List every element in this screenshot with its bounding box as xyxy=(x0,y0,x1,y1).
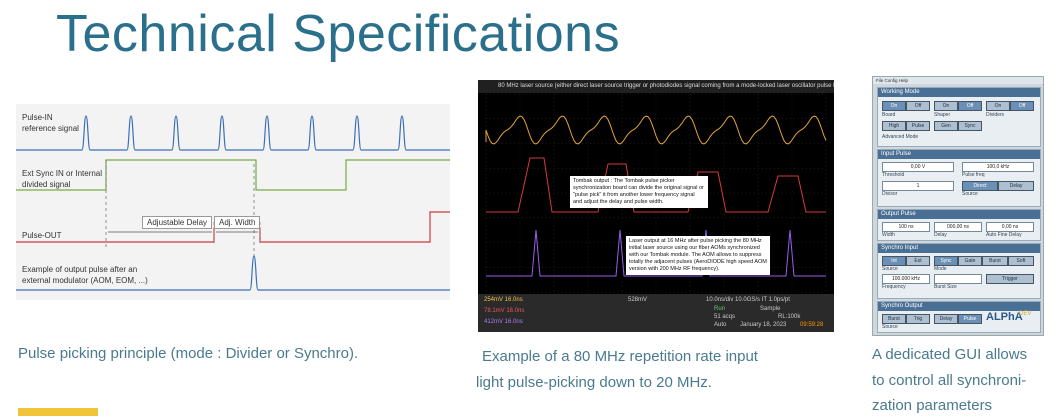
caption-right-line1: A dedicated GUI allows xyxy=(872,346,1028,363)
pulse-in-trace xyxy=(16,115,450,151)
burst-size-field[interactable] xyxy=(934,274,982,284)
scope-date: January 18, 2023 xyxy=(740,322,787,328)
input-pulse-panel: Input Pulse 0,00 V 100,0 kHz Threshold P… xyxy=(877,149,1041,207)
si-mode-label: Mode xyxy=(934,266,947,272)
caption-mid-line2: light pulse-picking down to 20 MHz. xyxy=(476,374,712,391)
si-source-label: Source xyxy=(882,266,898,272)
gate-button[interactable]: Gate xyxy=(958,256,982,266)
alphanov-logo-sub: DEV xyxy=(1019,311,1032,317)
decorative-bar xyxy=(18,408,98,416)
synchro-input-header: Synchro Input xyxy=(878,244,1040,253)
alphanov-logo: ALPhA xyxy=(986,311,1023,323)
burst-size-label: Burst Size xyxy=(934,284,957,290)
frequency-label: Frequency xyxy=(882,284,906,290)
width-field[interactable]: 100 ns xyxy=(882,222,930,232)
gen-button[interactable]: Gen xyxy=(934,121,958,131)
so-delay-button[interactable]: Delay xyxy=(934,314,958,324)
caption-mid-line1: Example of a 80 MHz repetition rate inpu… xyxy=(482,348,758,365)
width-label: Width xyxy=(882,232,895,238)
shaper-on-button[interactable]: On xyxy=(934,101,958,111)
mid-readout: 528mV xyxy=(628,297,648,303)
caption-right-line3: zation parameters xyxy=(872,397,993,414)
advanced-mode-label[interactable]: Advanced Mode xyxy=(882,134,919,140)
high-button[interactable]: High xyxy=(882,121,906,131)
run-status: Run xyxy=(714,306,726,312)
dividers-on-button[interactable]: On xyxy=(986,101,1010,111)
divisor-field[interactable]: 1 xyxy=(882,181,954,191)
caption-left: Pulse picking principle (mode : Divider … xyxy=(18,345,359,362)
sync-button[interactable]: Sync xyxy=(958,121,982,131)
timebase-readout: 10.0ns/div 10.0GS/s IT 1.0ps/pt xyxy=(706,297,790,303)
trigger-button[interactable]: Trigger xyxy=(986,274,1034,284)
pulse-freq-field[interactable]: 100,0 kHz xyxy=(962,162,1034,172)
so-pulse-button[interactable]: Pulse xyxy=(958,314,982,324)
burst-button[interactable]: Burst xyxy=(982,256,1008,266)
so-source-label: Source xyxy=(882,324,898,330)
ch1-readout: 254mV 16.0ns xyxy=(484,297,523,303)
int-button[interactable]: Int xyxy=(882,256,906,266)
board-label: Board xyxy=(882,112,896,118)
output-pulse-header: Output Pulse xyxy=(878,210,1040,219)
acq-count: 51 acqs xyxy=(714,314,736,320)
delay-mode-button[interactable]: Delay xyxy=(998,181,1034,191)
dividers-label: Dividers xyxy=(986,112,1005,118)
adjustable-delay-label: Adjustable Delay xyxy=(142,216,213,229)
scope-annotation-laser-output: Laser output at 16 MHz after pulse picki… xyxy=(626,236,770,275)
row-label-pulse-in: Pulse-IN reference signal xyxy=(22,113,79,133)
so-burst-button[interactable]: Burst xyxy=(882,314,906,324)
adj-width-label: Adj. Width xyxy=(214,216,261,229)
timing-diagram: Pulse-IN reference signal Ext Sync IN or… xyxy=(16,104,450,300)
direct-button[interactable]: Direct xyxy=(962,181,998,191)
row-label-sync-in: Ext Sync IN or Internal divided signal xyxy=(22,169,103,189)
synchro-output-panel: Synchro Output Burst Trig Delay Pulse So… xyxy=(877,301,1041,333)
row-label-output-example: Example of output pulse after an externa… xyxy=(22,265,148,285)
sync-mode-button[interactable]: Sync xyxy=(934,256,958,266)
pulse-button[interactable]: Pulse xyxy=(906,121,930,131)
scope-status-bar: 254mV 16.0ns 78.1mV 16.0ns 412mV 16.0ns … xyxy=(478,294,834,332)
gui-menu-bar: File Config Help xyxy=(873,77,1043,84)
scope-header: 80 MHz laser source (either direct laser… xyxy=(478,80,834,93)
input-pulse-header: Input Pulse xyxy=(878,150,1040,159)
working-mode-panel: Working Mode On Off On Off On Off Board … xyxy=(877,87,1041,147)
pulse-freq-label: Pulse freq xyxy=(962,172,985,178)
threshold-field[interactable]: 0,00 V xyxy=(882,162,954,172)
output-pulse-panel: Output Pulse 100 ns 000,00 ns 0,00 ns Wi… xyxy=(877,209,1041,241)
scope-annotation-tombak: Tombak output : The Tombak pulse picker … xyxy=(570,176,708,208)
page-title: Technical Specifications xyxy=(56,5,621,63)
record-length: RL:100k xyxy=(778,314,801,320)
shaper-label: Shaper xyxy=(934,112,951,118)
frequency-field[interactable]: 100.000 kHz xyxy=(882,274,930,284)
oscilloscope-screenshot: 80 MHz laser source (either direct laser… xyxy=(478,80,834,332)
trigger-mode: Auto xyxy=(714,322,727,328)
ch2-readout: 78.1mV 16.0ns xyxy=(484,308,525,314)
scope-time: 09:59:28 xyxy=(800,322,824,328)
delay-label: Delay xyxy=(934,232,947,238)
row-label-pulse-out: Pulse-OUT xyxy=(22,231,62,240)
delay-field[interactable]: 000,00 ns xyxy=(934,222,982,232)
sample-mode: Sample xyxy=(760,306,781,312)
shaper-off-button[interactable]: Off xyxy=(958,101,982,111)
auto-fine-delay-label[interactable]: Auto Fine Delay xyxy=(986,232,1022,238)
dividers-off-button[interactable]: Off xyxy=(1010,101,1034,111)
working-mode-header: Working Mode xyxy=(878,88,1040,97)
red-trace xyxy=(486,157,826,213)
ext-button[interactable]: Ext xyxy=(906,256,930,266)
board-on-button[interactable]: On xyxy=(882,101,906,111)
synchro-output-header: Synchro Output xyxy=(878,302,1040,311)
divisor-label: Divisor xyxy=(882,191,898,197)
synchro-input-panel: Synchro Input Int Ext Sync Gate Burst So… xyxy=(877,243,1041,299)
so-trig-button[interactable]: Trig xyxy=(906,314,930,324)
board-off-button[interactable]: Off xyxy=(906,101,930,111)
purple-trace xyxy=(486,229,826,277)
caption-right-line2: to control all synchroni- xyxy=(872,372,1027,389)
soft-button[interactable]: Soft xyxy=(1008,256,1034,266)
orange-trace xyxy=(485,115,827,145)
input-source-label: Source xyxy=(962,191,978,197)
fine-delay-field[interactable]: 0,00 ns xyxy=(986,222,1034,232)
ch3-readout: 412mV 16.0ns xyxy=(484,319,523,325)
control-gui-window: File Config Help Working Mode On Off On … xyxy=(872,76,1044,336)
threshold-label: Threshold xyxy=(882,172,905,178)
timing-diagram-svg xyxy=(16,115,450,291)
